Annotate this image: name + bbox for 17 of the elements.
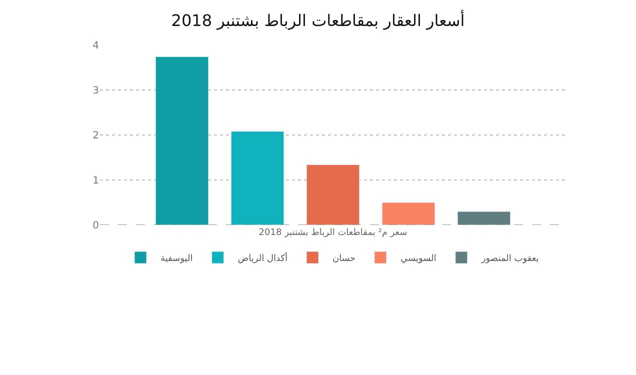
y-tick-label: 0 <box>92 220 99 232</box>
legend-label: يعقوب المنصور <box>480 254 540 264</box>
y-tick-label: 2 <box>92 130 99 142</box>
legend-label: حسان <box>332 254 356 264</box>
bar <box>155 56 209 225</box>
y-tick-label: 1 <box>92 176 99 186</box>
bar <box>230 131 284 225</box>
bar <box>457 211 511 225</box>
legend-label: أكدال الرياض <box>238 252 288 264</box>
legend-label: اليوسفية <box>160 254 193 264</box>
legend-label: السويسي <box>400 254 436 264</box>
chart-title: أسعار العقار بمقاطعات الرباط بشتنبر 2018 <box>171 10 465 30</box>
y-tick-label: 3 <box>92 86 99 96</box>
bar <box>306 164 360 225</box>
bar <box>382 202 436 225</box>
y-tick-label: 4 <box>92 40 99 52</box>
x-tick-label: سعر م² بمقاطعات الرباط بشتنبر 2018 <box>258 228 408 238</box>
